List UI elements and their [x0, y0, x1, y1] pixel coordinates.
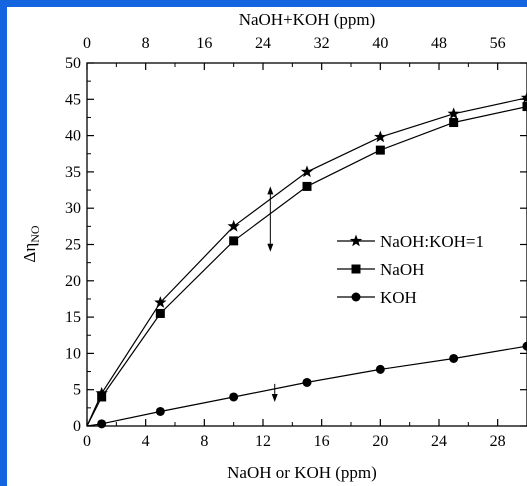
y-axis-title-sub: NO — [28, 225, 42, 243]
x-tick-label: 20 — [372, 433, 388, 450]
series-circle — [86, 341, 527, 429]
series-star — [86, 91, 527, 427]
chart-svg: 0 4 8 12 16 20 24 280 8 16 24 32 40 48 560510152025303… — [20, 10, 527, 482]
x-tick-label: 0 — [83, 433, 91, 450]
data-point — [302, 181, 312, 191]
data-point — [227, 219, 240, 232]
legend-item: NaOH:KOH=1 — [337, 232, 484, 251]
x2-tick-label: 56 — [490, 35, 506, 52]
data-point — [520, 91, 527, 104]
data-point — [522, 341, 527, 351]
x2-tick-label: 40 — [372, 35, 388, 52]
chart-frame: 0 4 8 12 16 20 24 28 0 8 16 24 32 40 48 56 0 5 10 15 20 25 30 3… — [7, 7, 527, 486]
y-tick-label: 25 — [65, 237, 81, 254]
data-point — [302, 377, 312, 387]
y-tick-label: 30 — [65, 200, 81, 217]
series-square — [86, 102, 527, 427]
y-tick-label: 15 — [65, 309, 81, 326]
y-tick-label: 0 — [73, 418, 81, 435]
data-point — [447, 107, 460, 120]
data-point — [522, 102, 527, 112]
data-point — [155, 308, 165, 318]
annotation-arrowhead-up — [267, 186, 274, 195]
x-tick-label: 16 — [314, 433, 330, 450]
y-tick-label: 5 — [73, 382, 81, 399]
data-point — [375, 364, 385, 374]
x2-tick-label: 16 — [196, 35, 212, 52]
data-point — [229, 392, 239, 402]
data-point — [154, 296, 167, 308]
x2-tick-label: 24 — [255, 35, 271, 52]
data-point — [449, 353, 459, 363]
y-tick-label: 45 — [65, 91, 81, 108]
x-tick-label: 8 — [200, 433, 208, 450]
y-axis-title: ΔηNO — [20, 225, 42, 262]
x2-tick-label: 8 — [142, 35, 150, 52]
x2-tick-label: 48 — [431, 35, 447, 52]
x2-tick-label: 0 — [83, 35, 91, 52]
data-point — [375, 145, 385, 155]
annotations — [267, 186, 278, 403]
series-line — [86, 345, 527, 427]
data-point — [449, 118, 459, 128]
data-point — [229, 236, 239, 246]
legend-label: NaOH:KOH=1 — [380, 232, 484, 251]
legend-label: NaOH — [380, 260, 424, 279]
data-point — [300, 165, 314, 178]
legend-item: NaOH — [337, 260, 424, 279]
legend-item: KOH — [337, 288, 417, 307]
legend-marker — [351, 292, 361, 302]
data-point — [97, 419, 107, 429]
y-tick-label: 50 — [65, 55, 81, 72]
annotation-arrowhead-down — [267, 243, 274, 252]
data-point — [374, 130, 387, 143]
x-tick-label: 28 — [490, 433, 506, 450]
y-tick-label: 35 — [65, 164, 81, 181]
legend-marker — [351, 264, 361, 274]
y-tick-label: 40 — [65, 128, 81, 145]
series-line — [86, 97, 527, 427]
legend: NaOH:KOH=1 NaOH KOH — [337, 232, 484, 307]
data-point — [155, 406, 165, 416]
legend-label: KOH — [380, 288, 417, 307]
x-tick-label: 12 — [255, 433, 271, 450]
y-tick-label: 20 — [65, 273, 81, 290]
x-tick-label: 24 — [431, 433, 447, 450]
x2-tick-label: 32 — [314, 35, 330, 52]
data-point — [97, 392, 107, 402]
x-tick-label: 4 — [142, 433, 150, 450]
legend-marker — [349, 234, 363, 247]
y-axis-title-main: Δη — [20, 243, 39, 263]
annotation-arrowhead-down — [271, 394, 278, 403]
x-axis-title: NaOH or KOH (ppm) — [227, 463, 377, 482]
x2-axis-title: NaOH+KOH (ppm) — [239, 10, 376, 29]
y-tick-label: 10 — [65, 345, 81, 362]
axis-ticks: 0 4 8 12 16 20 24 280 8 16 24 32 40 48 560510152025303… — [65, 35, 527, 450]
series-layer — [86, 91, 527, 429]
